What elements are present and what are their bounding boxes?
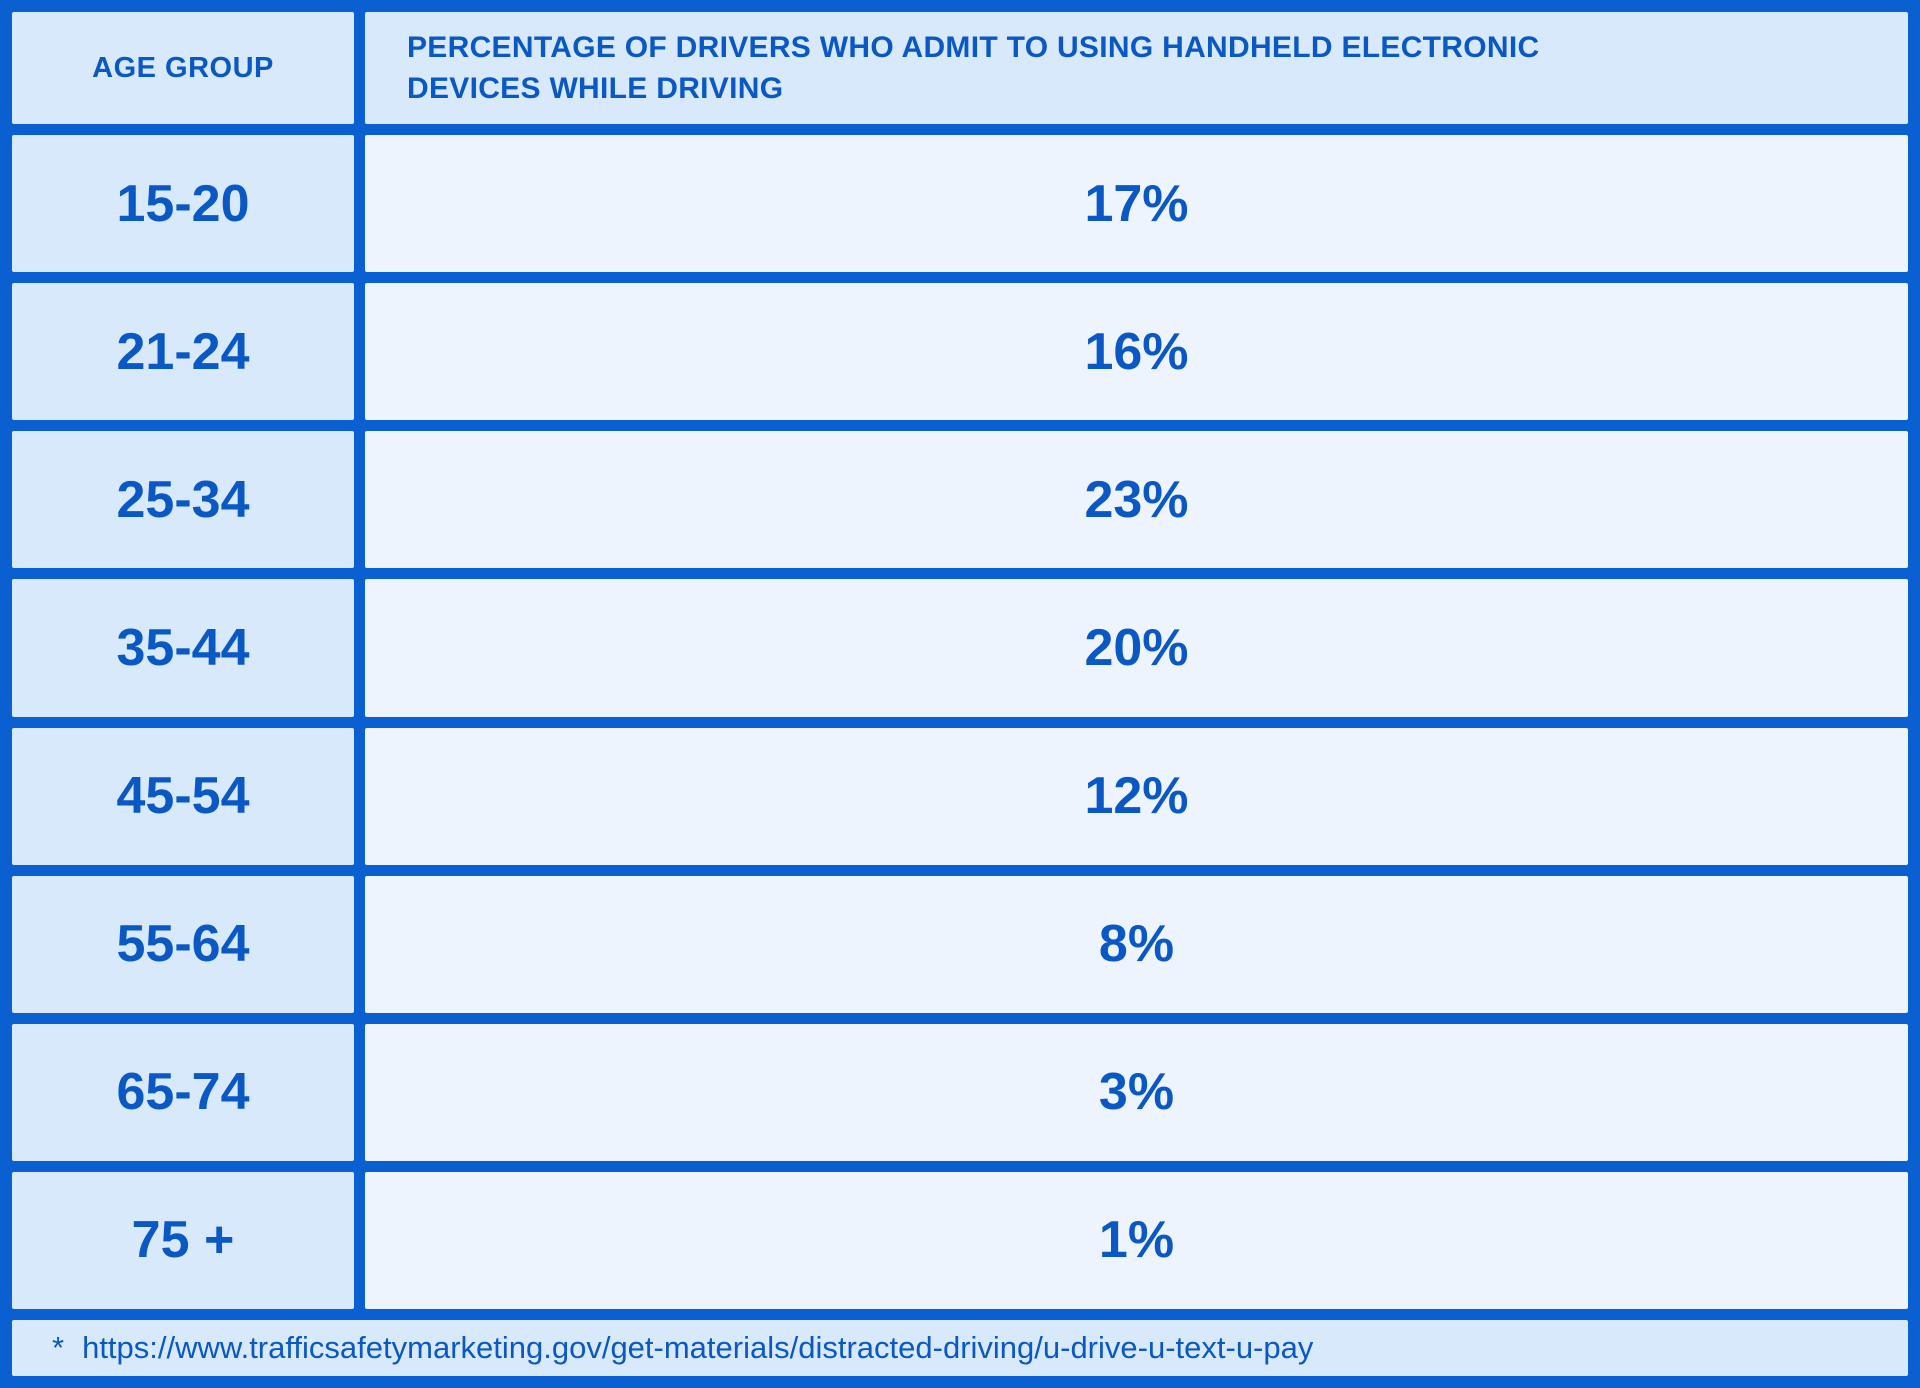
age-cell: 65-74 [12,1023,354,1161]
age-cell: 75 + [12,1171,354,1309]
age-cell: 21-24 [12,283,354,421]
age-cell: 35-44 [12,579,354,717]
age-cell: 45-54 [12,727,354,865]
percent-cell: 17% [365,135,1908,273]
percent-cell: 3% [365,1023,1908,1161]
age-cell: 15-20 [12,135,354,273]
age-cell: 25-34 [12,431,354,569]
footnote-asterisk: * [52,1330,65,1365]
percent-cell: 16% [365,283,1908,421]
age-cell: 55-64 [12,875,354,1013]
percent-cell: 8% [365,875,1908,1013]
column-header-percentage: PERCENTAGE OF DRIVERS WHO ADMIT TO USING… [365,12,1908,124]
percent-cell: 23% [365,431,1908,569]
column-header-percentage-label: PERCENTAGE OF DRIVERS WHO ADMIT TO USING… [407,30,1540,105]
percent-cell: 20% [365,579,1908,717]
source-url: https://www.trafficsafetymarketing.gov/g… [82,1330,1314,1365]
source-footnote: * https://www.trafficsafetymarketing.gov… [12,1320,1908,1376]
percent-cell: 1% [365,1171,1908,1309]
percent-cell: 12% [365,727,1908,865]
column-header-age-group: AGE GROUP [12,12,354,124]
